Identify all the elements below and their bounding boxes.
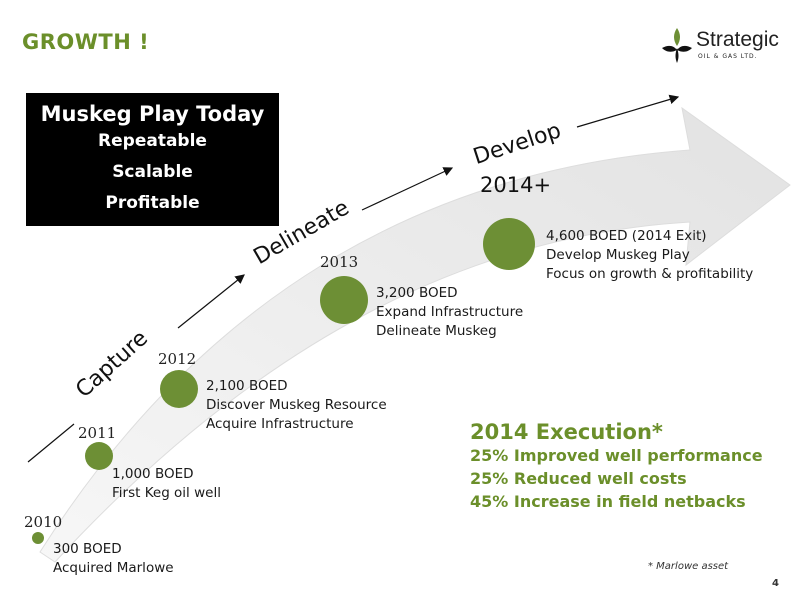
muskeg-play-box: Muskeg Play Today Repeatable Scalable Pr… (26, 93, 279, 226)
milestone-circle (32, 532, 44, 544)
milestone-detail: First Keg oil well (112, 485, 221, 501)
play-box-line: Profitable (105, 193, 200, 213)
capture-arrow-line (27, 423, 75, 463)
slide-title: GROWTH ! (22, 30, 150, 54)
milestone-text: 1,000 BOED First Keg oil well (112, 465, 221, 503)
milestone-circle (85, 442, 113, 470)
milestone-text: 4,600 BOED (2014 Exit) Develop Muskeg Pl… (546, 227, 753, 284)
logo-subtitle: OIL & GAS LTD. (698, 53, 758, 60)
milestone-detail: Expand Infrastructure (376, 304, 524, 320)
milestone-boed: 2,100 BOED (206, 378, 288, 394)
delineate-develop-arrow (361, 167, 454, 211)
execution-item: 45% Increase in field netbacks (470, 492, 746, 511)
stage-develop-year: 2014+ (480, 173, 552, 197)
execution-item: 25% Improved well performance (470, 446, 763, 465)
milestone-detail: Discover Muskeg Resource (206, 397, 387, 413)
milestone-year: 2011 (78, 424, 117, 442)
execution-title-text: 2014 Execution (470, 420, 652, 444)
milestone-detail: Develop Muskeg Play (546, 247, 690, 263)
logo-wordmark: Strategic (696, 28, 779, 51)
milestone-year: 2013 (320, 253, 359, 271)
big-gray-arrow (39, 106, 791, 563)
milestone-year: 2010 (24, 513, 63, 531)
milestone-text: 3,200 BOED Expand Infrastructure Delinea… (376, 284, 523, 341)
milestone-boed: 300 BOED (53, 541, 122, 557)
page-number: 4 (772, 578, 779, 589)
develop-end-arrow (576, 94, 680, 128)
milestone-boed: 4,600 BOED (2014 Exit) (546, 228, 707, 244)
execution-section: 2014 Execution* 25% Improved well perfor… (470, 420, 763, 513)
play-box-heading: Muskeg Play Today (40, 102, 265, 126)
execution-asterisk: * (651, 420, 663, 444)
capture-delineate-arrow (177, 274, 245, 329)
milestone-detail: Focus on growth & profitability (546, 266, 754, 282)
logo-leaf-icon (662, 28, 692, 63)
milestone-circle (160, 370, 198, 408)
execution-item: 25% Reduced well costs (470, 469, 687, 488)
milestone-year: 2012 (158, 350, 197, 368)
milestone-detail: Acquire Infrastructure (206, 416, 354, 432)
milestone-detail: Acquired Marlowe (53, 560, 174, 576)
milestone-text: 300 BOED Acquired Marlowe (53, 540, 174, 578)
execution-title: 2014 Execution* (470, 420, 763, 444)
milestone-circle (320, 276, 368, 324)
play-box-line: Repeatable (98, 131, 207, 151)
milestone-boed: 1,000 BOED (112, 466, 194, 482)
milestone-text: 2,100 BOED Discover Muskeg Resource Acqu… (206, 377, 387, 434)
milestone-boed: 3,200 BOED (376, 285, 458, 301)
play-box-line: Scalable (112, 162, 193, 182)
company-logo: Strategic OIL & GAS LTD. (660, 26, 790, 66)
milestone-circle (483, 218, 535, 270)
footnote: * Marlowe asset (648, 561, 729, 572)
milestone-detail: Delineate Muskeg (376, 323, 497, 339)
